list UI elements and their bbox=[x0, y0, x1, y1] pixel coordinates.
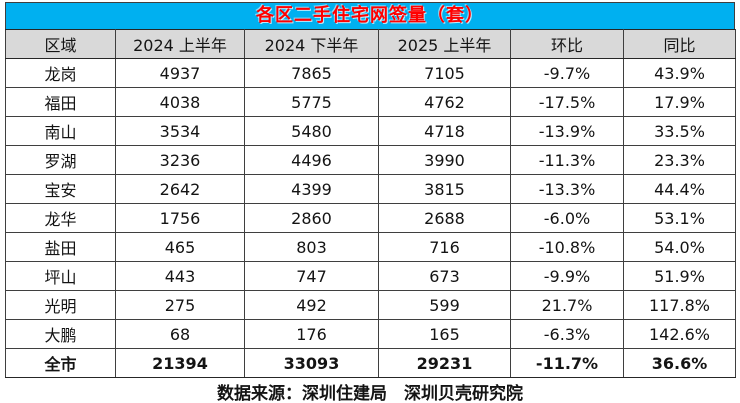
cell: 5480 bbox=[244, 116, 379, 146]
cell: -9.9% bbox=[510, 261, 624, 291]
cell: 3990 bbox=[378, 145, 511, 175]
cell: 宝安 bbox=[5, 174, 116, 204]
cell: 465 bbox=[115, 232, 245, 262]
cell: 坪山 bbox=[5, 261, 116, 291]
cell: 7865 bbox=[244, 58, 379, 88]
table-row: 龙华 1756 2860 2688 -6.0% 53.1% bbox=[5, 203, 736, 233]
cell: 2642 bbox=[115, 174, 245, 204]
cell: -6.0% bbox=[510, 203, 624, 233]
cell: 599 bbox=[378, 290, 511, 320]
cell: 3534 bbox=[115, 116, 245, 146]
cell: 全市 bbox=[5, 348, 116, 378]
cell: 54.0% bbox=[623, 232, 736, 262]
table-row: 罗湖 3236 4496 3990 -11.3% 23.3% bbox=[5, 145, 736, 175]
cell: 1756 bbox=[115, 203, 245, 233]
column-header-4: 环比 bbox=[510, 29, 624, 59]
cell: 3236 bbox=[115, 145, 245, 175]
cell: 443 bbox=[115, 261, 245, 291]
table-row: 大鹏 68 176 165 -6.3% 142.6% bbox=[5, 319, 736, 349]
cell: -11.3% bbox=[510, 145, 624, 175]
cell: 4937 bbox=[115, 58, 245, 88]
cell: 大鹏 bbox=[5, 319, 116, 349]
cell: 2688 bbox=[378, 203, 511, 233]
column-header-5: 同比 bbox=[623, 29, 736, 59]
table-row: 光明 275 492 599 21.7% 117.8% bbox=[5, 290, 736, 320]
cell: 44.4% bbox=[623, 174, 736, 204]
cell: 117.8% bbox=[623, 290, 736, 320]
cell: 43.9% bbox=[623, 58, 736, 88]
cell: 23.3% bbox=[623, 145, 736, 175]
column-header-0: 区域 bbox=[5, 29, 116, 59]
cell: 33.5% bbox=[623, 116, 736, 146]
cell: 747 bbox=[244, 261, 379, 291]
cell: 176 bbox=[244, 319, 379, 349]
cell: 盐田 bbox=[5, 232, 116, 262]
cell: -9.7% bbox=[510, 58, 624, 88]
cell: 龙华 bbox=[5, 203, 116, 233]
cell: 51.9% bbox=[623, 261, 736, 291]
column-header-2: 2024 下半年 bbox=[244, 29, 379, 59]
cell: 142.6% bbox=[623, 319, 736, 349]
cell: -6.3% bbox=[510, 319, 624, 349]
cell: 2860 bbox=[244, 203, 379, 233]
source-note: 数据来源：深圳住建局 深圳贝壳研究院 bbox=[217, 384, 523, 403]
cell: 5775 bbox=[244, 87, 379, 117]
table-title: 各区二手住宅网签量（套） bbox=[5, 2, 735, 29]
cell: 716 bbox=[378, 232, 511, 262]
cell: -10.8% bbox=[510, 232, 624, 262]
cell: 36.6% bbox=[623, 348, 736, 378]
cell: 21.7% bbox=[510, 290, 624, 320]
cell: 803 bbox=[244, 232, 379, 262]
column-header-1: 2024 上半年 bbox=[115, 29, 245, 59]
cell: 南山 bbox=[5, 116, 116, 146]
cell: 龙岗 bbox=[5, 58, 116, 88]
cell: -13.9% bbox=[510, 116, 624, 146]
cell: 光明 bbox=[5, 290, 116, 320]
table-body: 龙岗 4937 7865 7105 -9.7% 43.9% 福田 4038 5775 4762 -1… bbox=[5, 58, 736, 378]
cell: 4718 bbox=[378, 116, 511, 146]
column-header-3: 2025 上半年 bbox=[378, 29, 511, 59]
cell: 4762 bbox=[378, 87, 511, 117]
cell: 4038 bbox=[115, 87, 245, 117]
cell: -11.7% bbox=[510, 348, 624, 378]
cell: 33093 bbox=[244, 348, 379, 378]
cell: 275 bbox=[115, 290, 245, 320]
cell: 3815 bbox=[378, 174, 511, 204]
cell: 492 bbox=[244, 290, 379, 320]
cell: 53.1% bbox=[623, 203, 736, 233]
cell: 4496 bbox=[244, 145, 379, 175]
table-row: 坪山 443 747 673 -9.9% 51.9% bbox=[5, 261, 736, 291]
table-row-total: 全市 21394 33093 29231 -11.7% 36.6% bbox=[5, 348, 736, 378]
table-row: 福田 4038 5775 4762 -17.5% 17.9% bbox=[5, 87, 736, 117]
cell: 165 bbox=[378, 319, 511, 349]
table-row: 龙岗 4937 7865 7105 -9.7% 43.9% bbox=[5, 58, 736, 88]
cell: -13.3% bbox=[510, 174, 624, 204]
cell: 罗湖 bbox=[5, 145, 116, 175]
cell: 7105 bbox=[378, 58, 511, 88]
cell: 17.9% bbox=[623, 87, 736, 117]
cell: -17.5% bbox=[510, 87, 624, 117]
cell: 21394 bbox=[115, 348, 245, 378]
table-row: 盐田 465 803 716 -10.8% 54.0% bbox=[5, 232, 736, 262]
data-table: 区域 2024 上半年 2024 下半年 2025 上半年 环比 同比 龙岗 4937 786… bbox=[5, 29, 736, 378]
header-row: 区域 2024 上半年 2024 下半年 2025 上半年 环比 同比 bbox=[5, 29, 736, 59]
cell: 4399 bbox=[244, 174, 379, 204]
table-header: 区域 2024 上半年 2024 下半年 2025 上半年 环比 同比 bbox=[5, 29, 736, 59]
cell: 29231 bbox=[378, 348, 511, 378]
cell: 68 bbox=[115, 319, 245, 349]
table-row: 宝安 2642 4399 3815 -13.3% 44.4% bbox=[5, 174, 736, 204]
cell: 福田 bbox=[5, 87, 116, 117]
cell: 673 bbox=[378, 261, 511, 291]
table-row: 南山 3534 5480 4718 -13.9% 33.5% bbox=[5, 116, 736, 146]
